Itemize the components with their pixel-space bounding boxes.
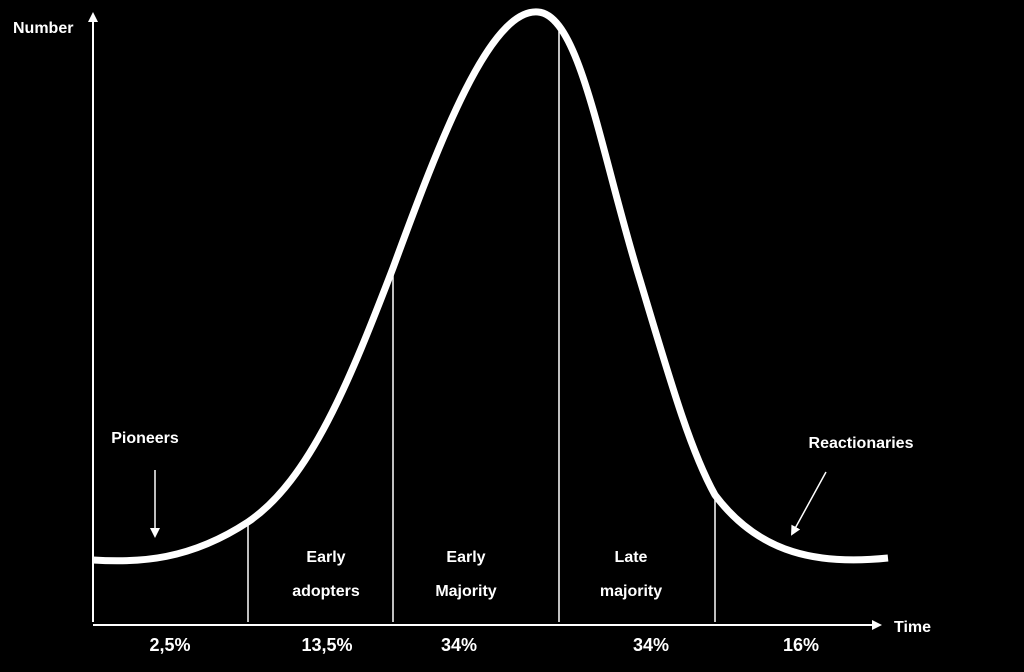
- segment-label: Late: [615, 549, 648, 566]
- segment-label: Early: [306, 549, 345, 566]
- dividers: [247, 24, 716, 622]
- bell-curve: [92, 8, 889, 565]
- segment-label: Early: [446, 549, 485, 566]
- pointer-arrow: [791, 471, 827, 536]
- segment-share: 2,5%: [149, 635, 190, 655]
- segment-share: 13,5%: [301, 635, 352, 655]
- annotation: Pioneers: [111, 430, 179, 447]
- segment-share: 34%: [633, 635, 669, 655]
- segment-label: Majority: [435, 583, 496, 600]
- segment-label: adopters: [292, 583, 360, 600]
- segment-share: 16%: [783, 635, 819, 655]
- annotation: Reactionaries: [809, 435, 914, 452]
- x-axis-label: Time: [894, 619, 931, 636]
- segment-share: 34%: [441, 635, 477, 655]
- y-axis-label: Number: [13, 20, 73, 37]
- segment-label: majority: [600, 583, 662, 600]
